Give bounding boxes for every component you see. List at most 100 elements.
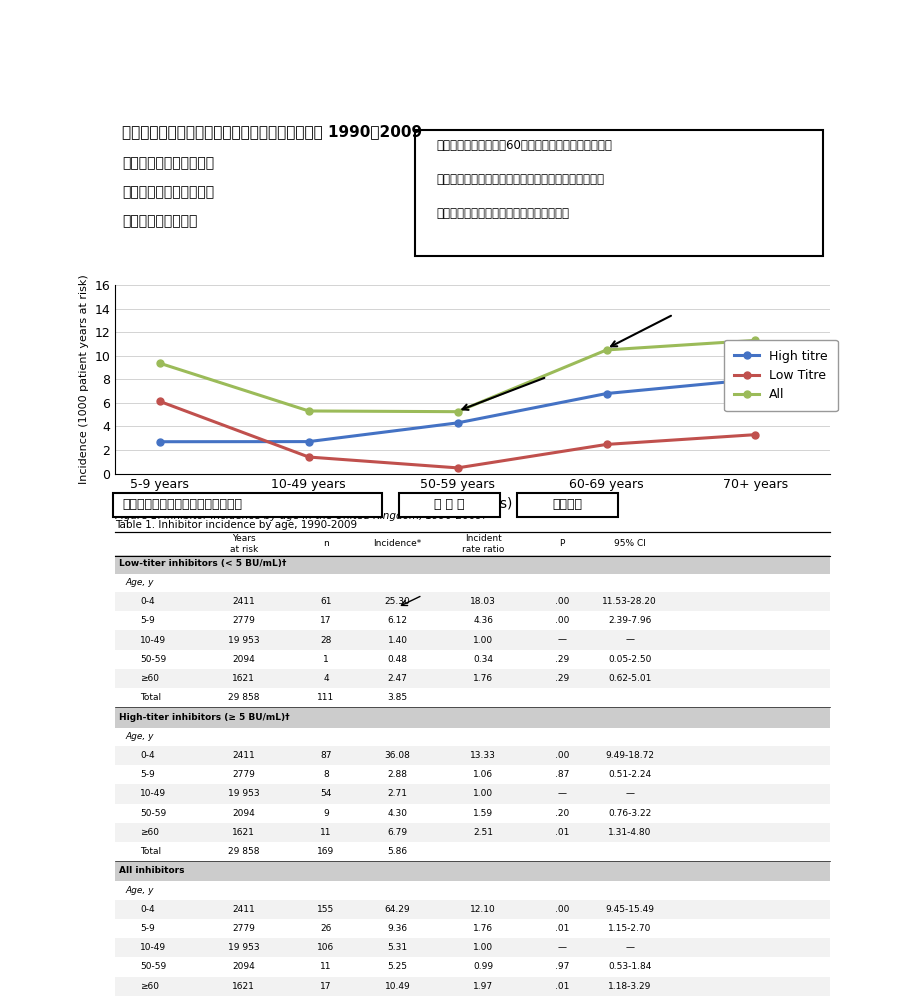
Text: Total: Total <box>140 847 161 857</box>
FancyBboxPatch shape <box>115 804 830 823</box>
Text: .01: .01 <box>555 924 569 933</box>
Text: 87: 87 <box>320 751 332 760</box>
Text: 2.71: 2.71 <box>387 790 408 799</box>
Low Titre <box>154 395 165 407</box>
Text: 1.00: 1.00 <box>473 943 493 952</box>
FancyBboxPatch shape <box>115 765 830 784</box>
Low Titre <box>750 428 761 440</box>
Text: .20: .20 <box>555 809 569 818</box>
FancyBboxPatch shape <box>115 842 830 862</box>
Text: .97: .97 <box>555 962 569 971</box>
FancyBboxPatch shape <box>113 493 382 517</box>
FancyBboxPatch shape <box>115 863 830 881</box>
Text: —: — <box>625 635 634 644</box>
Text: 29 858: 29 858 <box>228 847 260 857</box>
Text: 5-9: 5-9 <box>140 770 155 779</box>
Text: High-titer inhibitors (≥ 5 BU/mL)†: High-titer inhibitors (≥ 5 BU/mL)† <box>119 712 290 721</box>
Text: 29 858: 29 858 <box>228 693 260 702</box>
Text: 図１：英国における年代別のインヒビター発症率 1990～2009: 図１：英国における年代別のインヒビター発症率 1990～2009 <box>123 124 422 139</box>
Text: 1.15-2.70: 1.15-2.70 <box>608 924 652 933</box>
Text: 4.30: 4.30 <box>387 809 408 818</box>
Text: 169: 169 <box>317 847 335 857</box>
FancyBboxPatch shape <box>115 669 830 688</box>
High titre <box>750 374 761 385</box>
Text: 106: 106 <box>317 943 335 952</box>
Text: 0.99: 0.99 <box>473 962 493 971</box>
Text: 1.06: 1.06 <box>473 770 493 779</box>
Text: 36.08: 36.08 <box>384 751 410 760</box>
Text: .29: .29 <box>555 674 569 683</box>
Text: 2.39-7.96: 2.39-7.96 <box>608 617 652 625</box>
Text: ≥60: ≥60 <box>140 674 160 683</box>
FancyBboxPatch shape <box>517 493 618 517</box>
Text: 0-4: 0-4 <box>140 904 155 913</box>
Text: 5-9: 5-9 <box>140 617 155 625</box>
FancyBboxPatch shape <box>115 708 830 728</box>
Text: 2094: 2094 <box>232 654 255 663</box>
FancyBboxPatch shape <box>115 592 830 612</box>
Text: ≥60: ≥60 <box>140 982 160 991</box>
Text: 8: 8 <box>324 770 329 779</box>
Text: 6.79: 6.79 <box>387 828 408 837</box>
Text: 0.51-2.24: 0.51-2.24 <box>609 770 651 779</box>
Text: 10-49: 10-49 <box>140 790 166 799</box>
All <box>750 335 761 347</box>
All <box>452 405 463 417</box>
Text: 4: 4 <box>324 674 329 683</box>
Text: 64.29: 64.29 <box>384 904 410 913</box>
FancyBboxPatch shape <box>115 746 830 765</box>
Text: 1.97: 1.97 <box>473 982 493 991</box>
Text: 17: 17 <box>320 982 332 991</box>
Text: 2411: 2411 <box>232 751 255 760</box>
Text: 9.45-15.49: 9.45-15.49 <box>605 904 655 913</box>
Text: 2.51: 2.51 <box>473 828 493 837</box>
Text: 0-4: 0-4 <box>140 598 155 607</box>
Text: ター、低力価インヒビターと比較すると加齢につれて: ター、低力価インヒビターと比較すると加齢につれて <box>437 173 605 186</box>
Text: 1.00: 1.00 <box>473 790 493 799</box>
FancyBboxPatch shape <box>115 688 830 707</box>
Text: 1621: 1621 <box>232 982 255 991</box>
Text: 2.47: 2.47 <box>387 674 408 683</box>
FancyBboxPatch shape <box>115 919 830 938</box>
Text: 青：高力価インヒビター: 青：高力価インヒビター <box>123 156 215 170</box>
Text: Low-titer inhibitors (< 5 BU/mL)†: Low-titer inhibitors (< 5 BU/mL)† <box>119 559 286 568</box>
Text: 5.31: 5.31 <box>387 943 408 952</box>
Text: Figure 1. Inhibitor incidence by age in the United Kingdom, 1990-2009.: Figure 1. Inhibitor incidence by age in … <box>115 511 486 521</box>
Text: 1: 1 <box>324 654 329 663</box>
Text: 3.85: 3.85 <box>387 693 408 702</box>
FancyBboxPatch shape <box>115 938 830 957</box>
Text: 50-59: 50-59 <box>140 809 167 818</box>
High titre <box>452 417 463 429</box>
Text: Years
at risk: Years at risk <box>230 534 258 554</box>
Text: 10.49: 10.49 <box>384 982 410 991</box>
X-axis label: Age (years): Age (years) <box>432 497 513 511</box>
Text: 12.10: 12.10 <box>470 904 496 913</box>
FancyBboxPatch shape <box>115 630 830 649</box>
Text: 54: 54 <box>320 790 332 799</box>
Text: 4.36: 4.36 <box>473 617 493 625</box>
Text: 11: 11 <box>320 828 332 837</box>
Text: All inhibitors: All inhibitors <box>119 867 184 875</box>
Text: 2094: 2094 <box>232 962 255 971</box>
High titre <box>154 435 165 447</box>
All <box>154 358 165 370</box>
Text: .01: .01 <box>555 982 569 991</box>
Text: 61: 61 <box>320 598 332 607</box>
Text: 2779: 2779 <box>232 770 255 779</box>
Text: .29: .29 <box>555 654 569 663</box>
Text: .00: .00 <box>555 751 569 760</box>
Text: 0.76-3.22: 0.76-3.22 <box>609 809 651 818</box>
Text: 50-59: 50-59 <box>140 962 167 971</box>
Text: Total: Total <box>140 693 161 702</box>
Line: Low Titre: Low Titre <box>157 398 759 471</box>
Text: 5.86: 5.86 <box>387 847 408 857</box>
Y-axis label: Incidence (1000 patient years at risk): Incidence (1000 patient years at risk) <box>79 275 89 484</box>
Text: 155: 155 <box>317 904 335 913</box>
FancyBboxPatch shape <box>115 784 830 804</box>
High titre <box>601 387 612 399</box>
Text: 緑：全インヒビター: 緑：全インヒビター <box>123 214 198 228</box>
Text: 2411: 2411 <box>232 904 255 913</box>
FancyBboxPatch shape <box>115 899 830 919</box>
FancyBboxPatch shape <box>415 130 822 256</box>
FancyBboxPatch shape <box>115 612 830 630</box>
